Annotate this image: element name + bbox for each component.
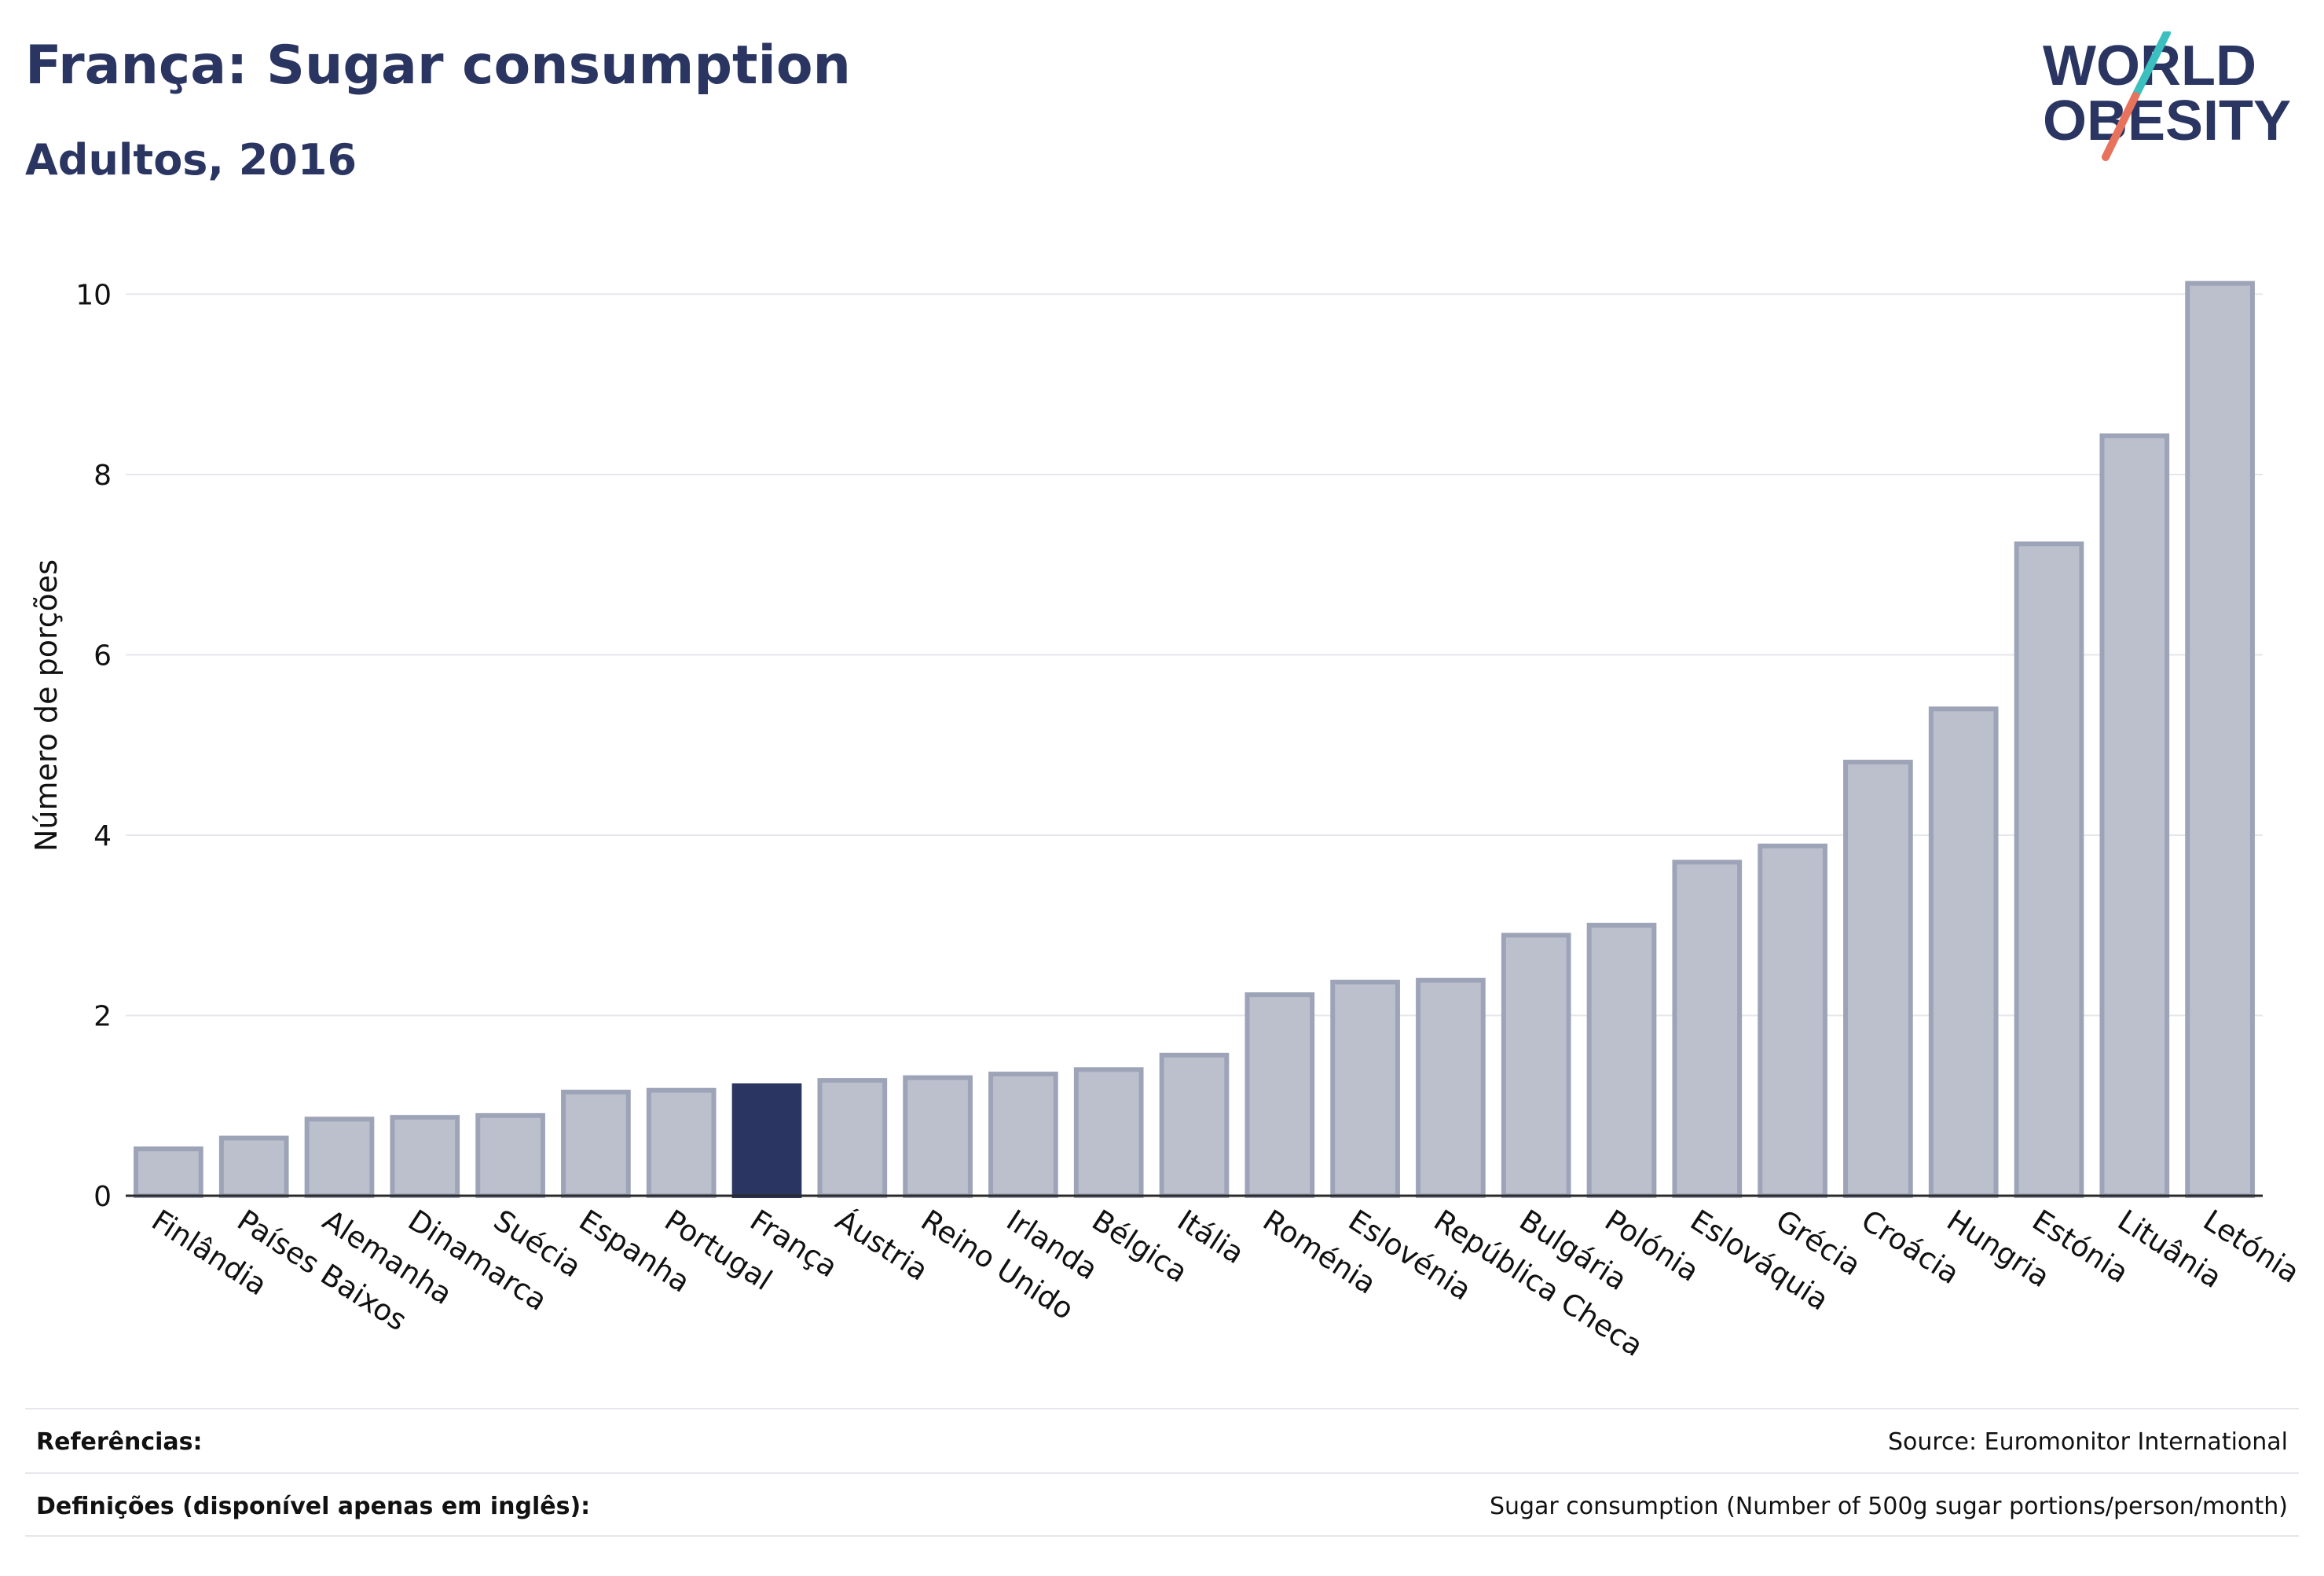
bar-república-checa	[1416, 977, 1486, 1198]
bar-alemanha	[304, 1116, 375, 1198]
bar-suécia	[475, 1112, 545, 1198]
bars	[134, 280, 2255, 1199]
y-tick-label: 0	[93, 1181, 112, 1213]
bar-polónia	[1586, 922, 1657, 1198]
bar-estónia	[2014, 541, 2084, 1198]
y-tick-label: 2	[93, 1000, 112, 1032]
x-tick-label: Áustria	[830, 1203, 935, 1288]
bar-itália	[1159, 1052, 1230, 1198]
bar-reino-unido	[903, 1075, 973, 1198]
chart-subtitle: Adultos, 2016	[25, 135, 357, 185]
bar-bulgária	[1501, 933, 1571, 1198]
x-tick-label: Bélgica	[1086, 1203, 1193, 1289]
bar-roménia	[1244, 992, 1315, 1199]
definitions-label: Definições (disponível apenas em inglês)…	[36, 1493, 591, 1520]
bar-irlanda	[988, 1072, 1058, 1198]
bar-eslovénia	[1330, 980, 1400, 1199]
y-axis-ticks: 0 2 4 6 8 10	[75, 279, 112, 1213]
definitions-row: Definições (disponível apenas em inglês)…	[25, 1472, 2299, 1538]
bar-finlândia	[134, 1146, 203, 1198]
y-axis-label: Número de porções	[29, 559, 64, 852]
footer-divider	[25, 1535, 2299, 1537]
bar-dinamarca	[390, 1115, 460, 1198]
bar-letónia	[2185, 280, 2255, 1199]
bar-grécia	[1758, 843, 1827, 1198]
y-tick-label: 6	[93, 640, 112, 672]
logo-slash-bottom	[2102, 92, 2139, 161]
bar-hungria	[1928, 706, 1999, 1198]
bar-bélgica	[1073, 1067, 1144, 1199]
bar-espanha	[561, 1090, 631, 1199]
world-obesity-logo: WORLD OBESITY	[2043, 31, 2291, 161]
bar-países-baixos	[218, 1135, 289, 1198]
bar-croácia	[1843, 760, 1913, 1198]
y-tick-label: 10	[75, 279, 112, 311]
bar-áustria	[817, 1078, 888, 1199]
chart-title: França: Sugar consumption	[25, 35, 851, 97]
references-value: Source: Euromonitor International	[1887, 1428, 2288, 1456]
logo-slash-top	[2132, 31, 2171, 100]
y-tick-label: 8	[93, 460, 112, 492]
bar-portugal	[646, 1087, 717, 1199]
logo-line2: OBESITY	[2043, 90, 2291, 152]
y-tick-label: 4	[93, 820, 112, 852]
references-label: Referências:	[36, 1428, 203, 1456]
bar-lituânia	[2099, 433, 2170, 1198]
definitions-value: Sugar consumption (Number of 500g sugar …	[1489, 1493, 2288, 1520]
x-tick-label: Croácia	[1855, 1203, 1965, 1291]
bar-eslováquia	[1672, 859, 1743, 1198]
bar-frança	[731, 1083, 802, 1198]
references-row: Referências: Source: Euromonitor Interna…	[25, 1408, 2299, 1474]
